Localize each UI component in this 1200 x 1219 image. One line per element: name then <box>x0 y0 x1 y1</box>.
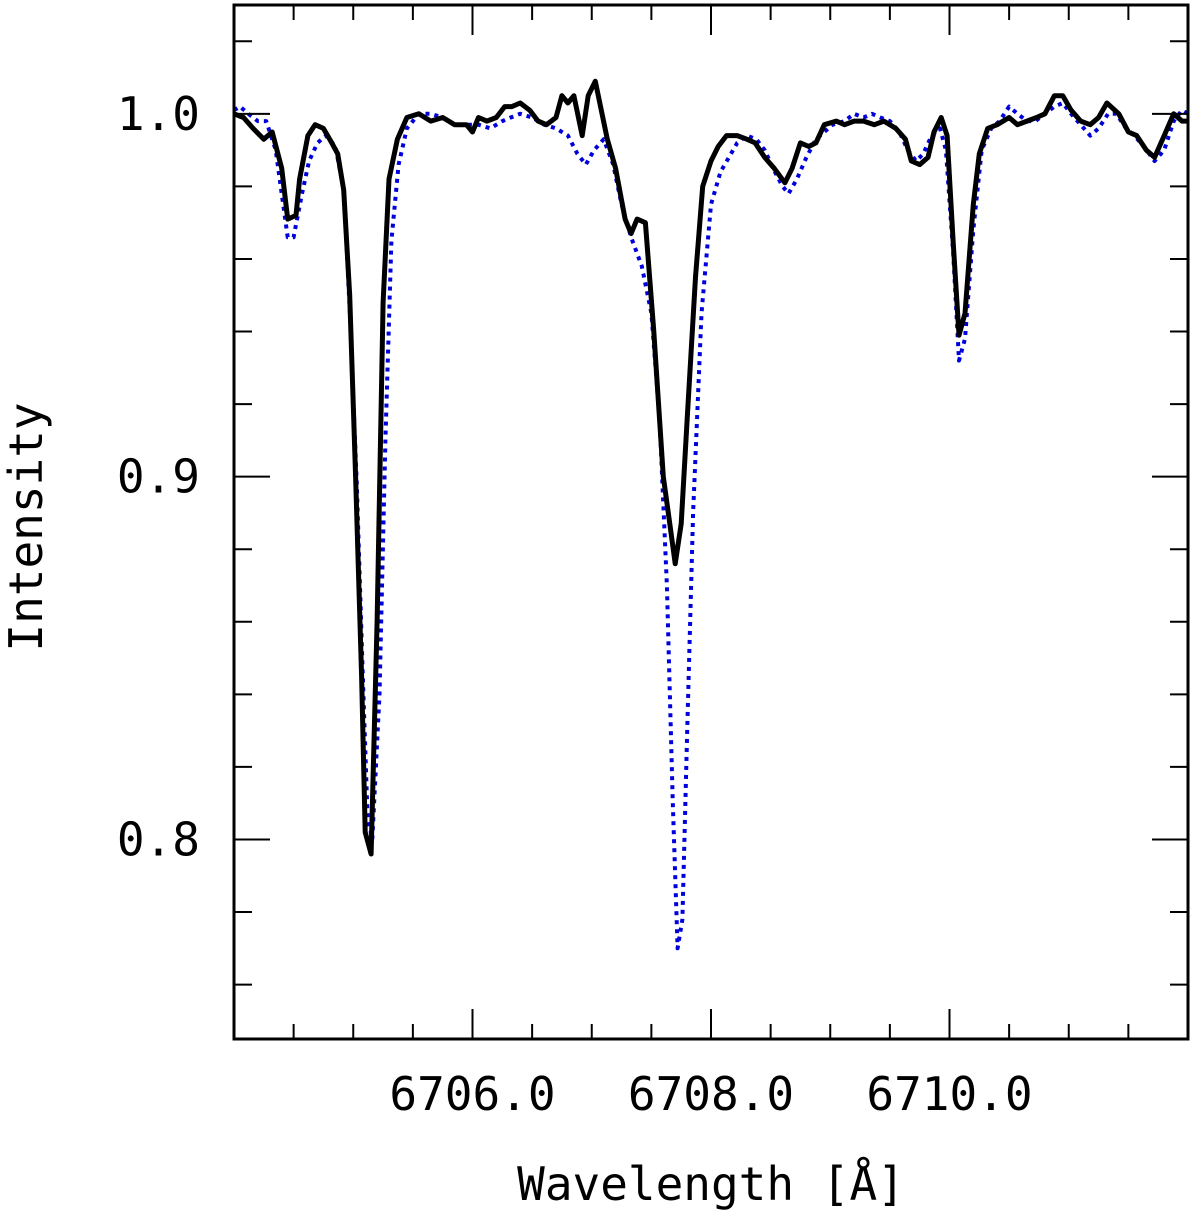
x-tick-label: 6708.0 <box>628 1067 794 1121</box>
y-tick-label: 1.0 <box>117 87 200 141</box>
y-tick-label: 0.9 <box>117 450 200 504</box>
series-line-solid <box>233 78 1188 857</box>
y-axis-label: Intensity <box>0 402 53 651</box>
x-tick-label: 6706.0 <box>389 1067 555 1121</box>
tick-labels-layer: 6706.0 6708.0 6710.0 0.8 0.9 1.0 <box>117 87 1033 1121</box>
y-tick-label: 0.8 <box>117 812 200 866</box>
series-line-dotted <box>232 101 1190 951</box>
series-layer <box>232 78 1190 951</box>
x-axis-label: Wavelength [Å] <box>517 1157 905 1211</box>
ticks-layer <box>234 5 1188 1039</box>
x-tick-label: 6710.0 <box>866 1067 1032 1121</box>
